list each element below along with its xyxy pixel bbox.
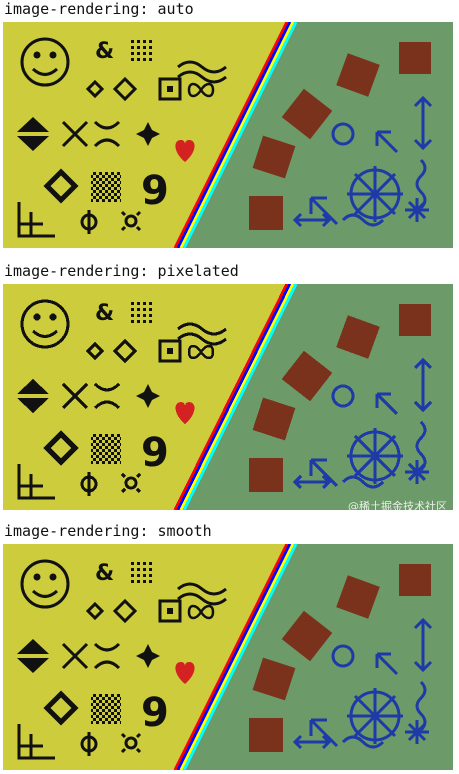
demo-graphic (3, 544, 453, 770)
image-demo (3, 284, 453, 510)
caption: image-rendering: auto (4, 0, 194, 18)
caption: image-rendering: smooth (4, 522, 212, 540)
watermark: @稀土掘金技术社区 (348, 500, 447, 513)
caption: image-rendering: pixelated (4, 262, 239, 280)
image-demo (3, 22, 453, 248)
demo-graphic (3, 22, 453, 248)
image-demo (3, 544, 453, 770)
demo-graphic (3, 284, 453, 510)
